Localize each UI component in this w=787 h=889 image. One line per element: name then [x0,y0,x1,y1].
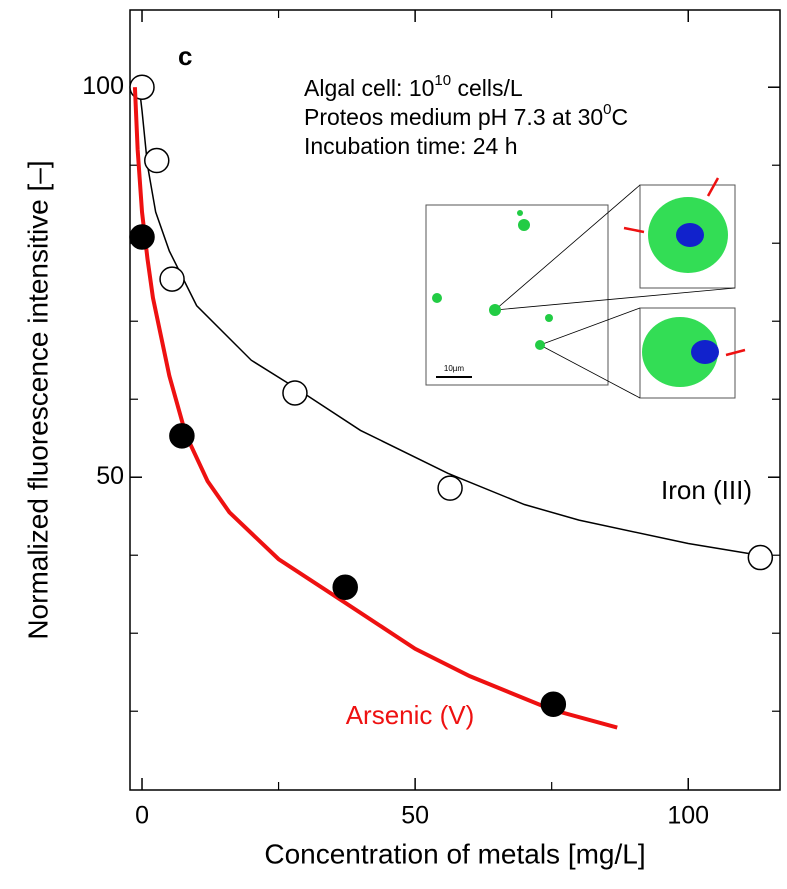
cell [535,340,545,350]
x-tick-label: 100 [667,802,709,830]
y-axis-title: Normalized fluorescence intensitive [–] [22,160,53,639]
annotation: Incubation time: 24 h [304,133,518,159]
inset: 10µm [426,178,745,398]
data-point [333,575,357,599]
cell [432,293,442,303]
y-tick-label: 100 [82,72,124,100]
annotation-text: C [612,104,629,130]
data-point [283,381,307,405]
chart: c Concentration of metals [mg/L] Normali… [0,0,787,889]
annotation-sup: 0 [603,101,611,118]
annotation-text: Proteos medium pH 7.3 at 30 [304,104,603,130]
panel-label: c [178,41,192,71]
series-label: Arsenic (V) [346,700,475,730]
annotation: Algal cell: 1010 cells/L [304,72,523,101]
data-point [170,424,194,448]
annotation-text: Incubation time: 24 h [304,133,518,159]
inset-frame [426,205,608,385]
zoom-nucleus [691,340,719,364]
scale-label: 10µm [444,364,465,373]
data-point [160,267,184,291]
zoom-nucleus [676,223,704,247]
cell [545,314,553,322]
cell [517,210,523,216]
data-point [541,692,565,716]
y-tick-label: 50 [96,462,124,490]
cell [489,304,501,316]
x-tick-label: 0 [135,802,149,830]
cell [518,219,530,231]
fit-line [135,87,617,727]
x-axis-title: Concentration of metals [mg/L] [264,838,645,869]
annotation-sup: 10 [434,72,451,89]
annotation-text: Algal cell: 10 [304,75,434,101]
x-tick-label: 50 [401,802,429,830]
data-point [748,546,772,570]
data-point [145,149,169,173]
data-point [438,476,462,500]
annotation-text: cells/L [451,75,523,101]
data-point [130,225,154,249]
annotation: Proteos medium pH 7.3 at 300C [304,101,628,130]
series-label: Iron (III) [661,475,752,505]
